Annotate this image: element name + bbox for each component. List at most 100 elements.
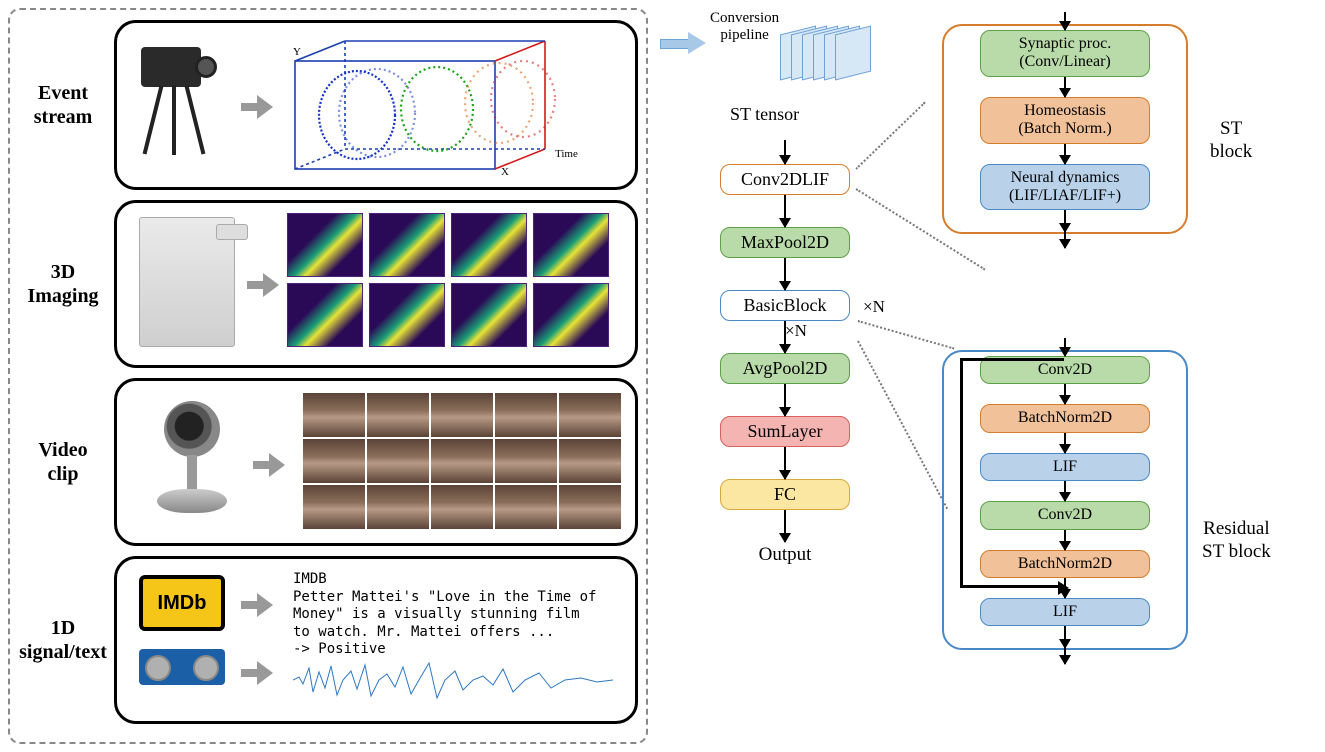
imdb-icon: IMDb [139, 575, 225, 631]
skip-connection-bottom [960, 585, 1064, 588]
camera-lens-icon [195, 56, 217, 78]
video-frame [367, 485, 429, 529]
arrow-down-icon [784, 195, 786, 227]
card-3d-imaging [114, 200, 638, 368]
detail-node: Synaptic proc.(Conv/Linear) [980, 30, 1150, 77]
st-block-detail: Synaptic proc.(Conv/Linear)Homeostasis(B… [942, 24, 1188, 234]
imdb-line: IMDB [293, 571, 613, 589]
heatmap-cell [369, 213, 445, 277]
heatmap-cell [287, 283, 363, 347]
st-tensor-label: ST tensor [730, 104, 799, 125]
scanner-icon [139, 217, 235, 347]
detail-node: BatchNorm2D [980, 404, 1150, 432]
skip-connection-top [960, 358, 1064, 361]
axis-time: Time [555, 148, 578, 160]
heatmap-cell [533, 213, 609, 277]
row-3d-imaging: 3DImaging [18, 200, 638, 368]
video-frame [303, 439, 365, 483]
video-frame [431, 393, 493, 437]
pipeline-column: Conversionpipeline ST tensor Conv2DLIF Ma… [670, 10, 900, 742]
arrow-icon [241, 661, 273, 685]
arrow-down-icon [784, 384, 786, 416]
video-frame [559, 485, 621, 529]
arrow-icon [241, 95, 273, 119]
pipeline-node: Conv2DLIF [720, 164, 850, 195]
waveform-icon [293, 659, 613, 701]
card-event-stream: Y X Time [114, 20, 638, 190]
arrow-down-icon [1064, 648, 1066, 664]
conversion-arrow-icon [660, 32, 708, 54]
webcam-icon [147, 401, 237, 531]
detail-node: LIF [980, 598, 1150, 626]
arrow-icon [253, 453, 285, 477]
arrow-down-icon [1064, 144, 1066, 164]
row-video-clip: Videoclip [18, 378, 638, 546]
video-frame [431, 485, 493, 529]
detail-node: Conv2D [980, 501, 1150, 529]
heatmap-cell [451, 213, 527, 277]
video-frame [495, 393, 557, 437]
detail-column: Synaptic proc.(Conv/Linear)Homeostasis(B… [920, 8, 1320, 744]
arrow-down-icon [784, 258, 786, 290]
arrow-down-icon [1064, 626, 1066, 648]
card-video-clip [114, 378, 638, 546]
detail-node: LIF [980, 453, 1150, 481]
st-block-label: STblock [1210, 118, 1252, 164]
tripod-icon [147, 85, 201, 155]
heatmap-cell [287, 213, 363, 277]
label-1d-signal: 1Dsignal/text [18, 616, 108, 664]
skip-connection [960, 358, 963, 588]
pipeline-node: MaxPool2D [720, 227, 850, 258]
row-event-stream: Eventstream [18, 20, 638, 190]
detail-node: BatchNorm2D [980, 550, 1150, 578]
heatmap-cell [369, 283, 445, 347]
event-cube-icon: Y X Time [287, 37, 617, 177]
video-frame [495, 439, 557, 483]
video-frame [431, 439, 493, 483]
video-frame [303, 485, 365, 529]
heatmap-cell [533, 283, 609, 347]
arrow-down-icon [1064, 481, 1066, 501]
card-1d-signal: IMDb IMDB Petter Mattei's "Love in the T… [114, 556, 638, 724]
pipeline-node: FC [720, 479, 850, 510]
heatmap-cell [451, 283, 527, 347]
arrow-down-icon [784, 510, 786, 542]
arrow-down-icon [1064, 232, 1066, 248]
imdb-line: to watch. Mr. Mattei offers ... [293, 624, 613, 642]
video-frame [495, 485, 557, 529]
ultrasonic-sensor-icon [139, 649, 225, 685]
camera-icon [141, 47, 201, 87]
input-panel: Eventstream [8, 8, 648, 744]
pipeline-stack: Conv2DLIFMaxPool2DBasicBlock×N×NAvgPool2… [710, 140, 860, 566]
output-label: Output [759, 544, 812, 566]
skip-arrowhead-icon [1058, 581, 1069, 595]
arrow-down-icon [1064, 210, 1066, 232]
row-1d-signal: 1Dsignal/text IMDb IMDB Petter Mattei's … [18, 556, 638, 724]
arrow-down-icon [1064, 77, 1066, 97]
label-video-clip: Videoclip [18, 438, 108, 486]
imdb-line: Money" is a visually stunning film [293, 606, 613, 624]
video-frame [559, 393, 621, 437]
video-frame [367, 393, 429, 437]
axis-y: Y [293, 46, 301, 58]
arrow-icon [247, 273, 279, 297]
imdb-line: Petter Mattei's "Love in the Time of [293, 589, 613, 607]
conversion-label: Conversionpipeline [710, 10, 779, 43]
arrow-down-icon [784, 447, 786, 479]
video-frame [367, 439, 429, 483]
arrow-down-icon [1064, 530, 1066, 550]
video-frame [303, 393, 365, 437]
residual-block-label: ResidualST block [1202, 518, 1271, 564]
arrow-down-icon [784, 321, 786, 353]
arrow-down-icon [1064, 433, 1066, 453]
label-event-stream: Eventstream [18, 81, 108, 129]
video-frames-grid [303, 393, 621, 529]
arrow-down-icon [1064, 384, 1066, 404]
pipeline-node: BasicBlock [720, 290, 850, 321]
arrow-icon [241, 593, 273, 617]
heatmap-grid [287, 213, 609, 347]
video-frame [559, 439, 621, 483]
detail-node: Neural dynamics(LIF/LIAF/LIF+) [980, 164, 1150, 211]
imdb-text-block: IMDB Petter Mattei's "Love in the Time o… [293, 571, 613, 659]
imdb-line: -> Positive [293, 641, 613, 659]
